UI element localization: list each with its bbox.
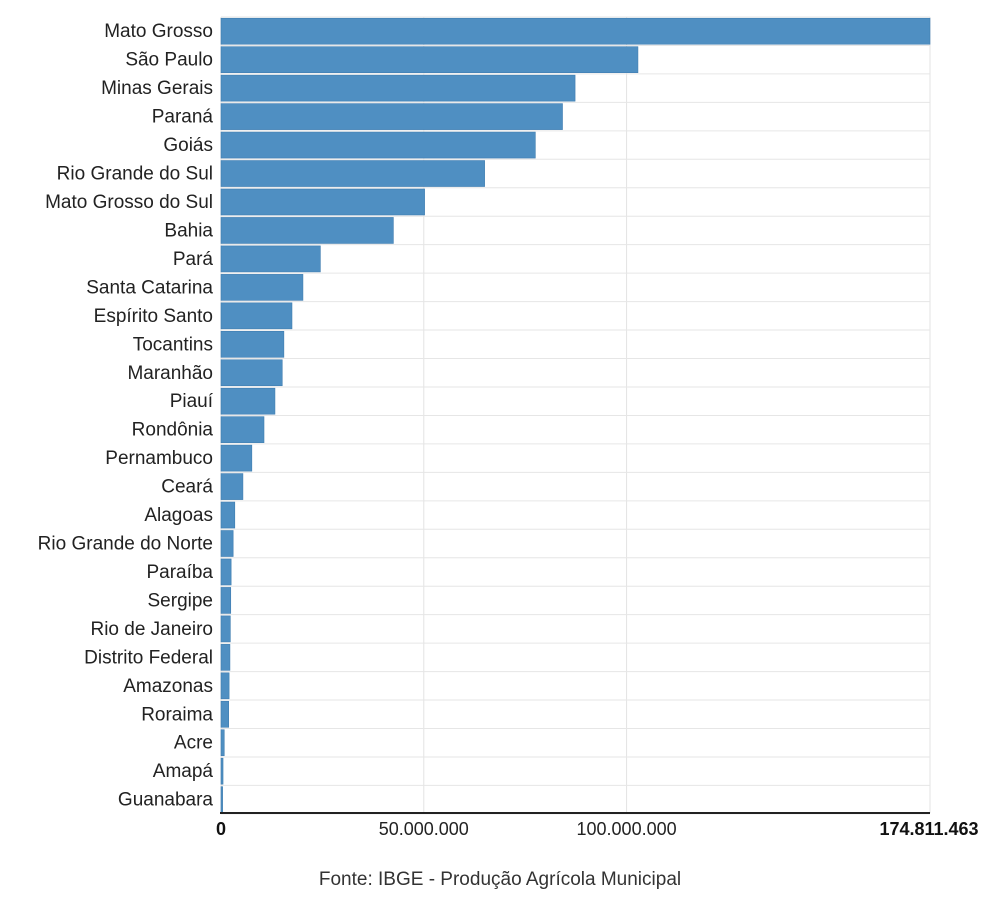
bar-mato-grosso-do-sul[interactable] [220, 188, 425, 216]
bar-maranh-o[interactable] [220, 359, 283, 387]
category-label: Maranhão [127, 363, 213, 384]
row-separator-layer [221, 16, 930, 815]
category-labels-layer: Mato Grosso São Paulo Minas Gerais Paraná Go… [38, 21, 214, 810]
category-label: Rio Grande do Sul [57, 164, 213, 185]
bar-mato-grosso[interactable] [220, 17, 931, 45]
bar-santa-catarina[interactable] [220, 274, 304, 301]
x-tick-label: 50.000.000 [379, 819, 469, 839]
category-label: Tocantins [133, 334, 213, 355]
category-label: Rio Grande do Norte [38, 534, 213, 555]
x-axis: 0 50.000.000 100.000.000 174.811.463 [216, 812, 979, 839]
bar-piau-[interactable] [220, 387, 276, 415]
category-label: Mato Grosso do Sul [45, 192, 213, 213]
bar-amazonas[interactable] [220, 672, 230, 700]
x-tick-label: 0 [216, 819, 226, 839]
bar-paran-[interactable] [220, 103, 563, 130]
category-label: Santa Catarina [86, 277, 213, 298]
bar-goi-s[interactable] [220, 131, 536, 159]
bars-layer [220, 17, 931, 813]
bar-rio-grande-do-norte[interactable] [220, 530, 234, 557]
category-label: Acre [174, 733, 213, 754]
bar-amap-[interactable] [220, 757, 224, 785]
bar-roraima[interactable] [220, 700, 230, 728]
bar-rio-grande-do-sul[interactable] [220, 160, 485, 187]
bar-par-[interactable] [220, 245, 321, 273]
category-label: Bahia [164, 220, 213, 241]
bar-rond-nia[interactable] [220, 416, 265, 443]
category-label: Espírito Santo [94, 306, 213, 327]
category-label: Mato Grosso [104, 21, 213, 42]
bar-minas-gerais[interactable] [220, 74, 576, 102]
bar-acre[interactable] [220, 729, 225, 757]
source-note: Fonte: IBGE - Produção Agrícola Municipa… [318, 869, 682, 890]
category-label: Pará [173, 249, 214, 270]
category-label: Alagoas [144, 505, 213, 526]
category-label: Distrito Federal [84, 647, 213, 668]
bar-rio-de-janeiro[interactable] [220, 615, 231, 643]
bar-sergipe[interactable] [220, 587, 232, 614]
category-label: Amapá [153, 761, 214, 782]
category-label: Ceará [161, 477, 213, 498]
bar-bahia[interactable] [220, 217, 394, 244]
bar-s-o-paulo[interactable] [220, 46, 639, 73]
bar-para-ba[interactable] [220, 558, 232, 586]
x-tick-label: 100.000.000 [577, 819, 677, 839]
x-tick-label: 174.811.463 [879, 819, 978, 839]
category-label: Rio de Janeiro [90, 619, 213, 640]
category-label: Piauí [170, 391, 214, 412]
category-label: Goiás [163, 135, 213, 156]
bar-esp-rito-santo[interactable] [220, 302, 293, 330]
category-label: Minas Gerais [101, 78, 213, 99]
category-label: Rondônia [132, 420, 214, 441]
bar-distrito-federal[interactable] [220, 644, 231, 671]
category-label: Guanabara [118, 790, 214, 811]
bar-guanabara[interactable] [220, 786, 223, 813]
category-label: Amazonas [123, 676, 213, 697]
category-label: Pernambuco [105, 448, 213, 469]
category-label: Paraíba [146, 562, 213, 583]
category-label: São Paulo [125, 50, 213, 71]
category-label: Roraima [141, 704, 213, 725]
category-label: Sergipe [148, 590, 214, 611]
category-label: Paraná [152, 107, 214, 128]
bar-tocantins[interactable] [220, 330, 285, 358]
bar-cear-[interactable] [220, 473, 244, 500]
bar-pernambuco[interactable] [220, 444, 253, 472]
bar-alagoas[interactable] [220, 501, 236, 529]
